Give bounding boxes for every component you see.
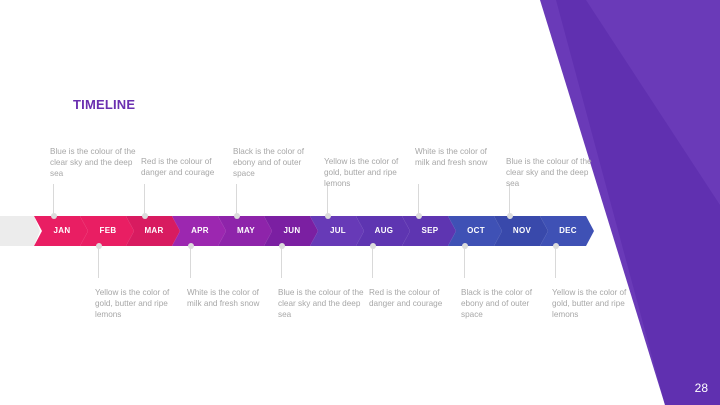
connector-dot	[324, 213, 331, 219]
month-label-apr: APR	[191, 226, 209, 235]
timeline-chevron-oct	[448, 216, 502, 246]
connector-dot	[552, 243, 559, 249]
connector-line	[236, 184, 237, 216]
month-label-sep: SEP	[421, 226, 439, 235]
connector-dot	[233, 213, 240, 219]
connector-dot	[187, 243, 194, 249]
slide-title: TIMELINE	[73, 97, 136, 112]
timeline-chevron-jun	[264, 216, 318, 246]
month-label-mar: MAR	[144, 226, 164, 235]
connector-line	[53, 184, 54, 216]
note-below-5: Black is the color of ebony and of outer…	[461, 288, 532, 320]
connector-line	[144, 184, 145, 216]
note-below-3: Blue is the colour of the clear sky and …	[278, 288, 364, 320]
timeline-start-cap	[0, 216, 40, 246]
connector-line	[281, 246, 282, 278]
connector-line	[418, 184, 419, 216]
note-above-4: Yellow is the color of gold, butter and …	[324, 157, 399, 189]
note-above-6: Blue is the colour of the clear sky and …	[506, 157, 592, 189]
connector-line	[555, 246, 556, 278]
connector-dot	[278, 243, 285, 249]
connector-line	[327, 184, 328, 216]
connector-dot	[461, 243, 468, 249]
note-above-2: Red is the colour of danger and courage	[141, 157, 215, 178]
month-label-oct: OCT	[467, 226, 485, 235]
timeline-chevron-nov	[494, 216, 548, 246]
month-label-may: MAY	[237, 226, 255, 235]
note-below-2: White is the color of milk and fresh sno…	[187, 288, 260, 309]
timeline-chevron-aug	[356, 216, 410, 246]
timeline-chevron-jul	[310, 216, 364, 246]
month-label-dec: DEC	[559, 226, 577, 235]
connector-line	[98, 246, 99, 278]
connector-line	[509, 184, 510, 216]
connector-line	[464, 246, 465, 278]
month-label-jun: JUN	[283, 226, 301, 235]
month-label-feb: FEB	[99, 226, 117, 235]
connector-dot	[50, 213, 57, 219]
connector-dot	[141, 213, 148, 219]
month-label-jan: JAN	[53, 226, 71, 235]
note-above-3: Black is the color of ebony and of outer…	[233, 147, 304, 179]
month-label-aug: AUG	[374, 226, 394, 235]
page-number: 28	[694, 381, 708, 395]
timeline-chevron-feb	[80, 216, 134, 246]
connector-dot	[506, 213, 513, 219]
timeline-chevron-may	[218, 216, 272, 246]
note-below-1: Yellow is the color of gold, butter and …	[95, 288, 170, 320]
connector-dot	[95, 243, 102, 249]
timeline-chevron-sep	[402, 216, 456, 246]
connector-line	[372, 246, 373, 278]
month-label-jul: JUL	[329, 226, 346, 235]
timeline-bar	[0, 216, 594, 246]
note-below-4: Red is the colour of danger and courage	[369, 288, 443, 309]
timeline-chevron-dec	[540, 216, 594, 246]
note-below-6: Yellow is the color of gold, butter and …	[552, 288, 627, 320]
connector-dot	[369, 243, 376, 249]
note-above-1: Blue is the colour of the clear sky and …	[50, 147, 136, 179]
note-above-5: White is the color of milk and fresh sno…	[415, 147, 488, 168]
month-label-nov: NOV	[512, 226, 532, 235]
timeline-chevron-jan	[34, 216, 88, 246]
connector-line	[190, 246, 191, 278]
timeline-chevron-apr	[172, 216, 226, 246]
timeline-chevron-mar	[126, 216, 180, 246]
connector-dot	[415, 213, 422, 219]
purple-panel-overlay	[556, 0, 720, 405]
